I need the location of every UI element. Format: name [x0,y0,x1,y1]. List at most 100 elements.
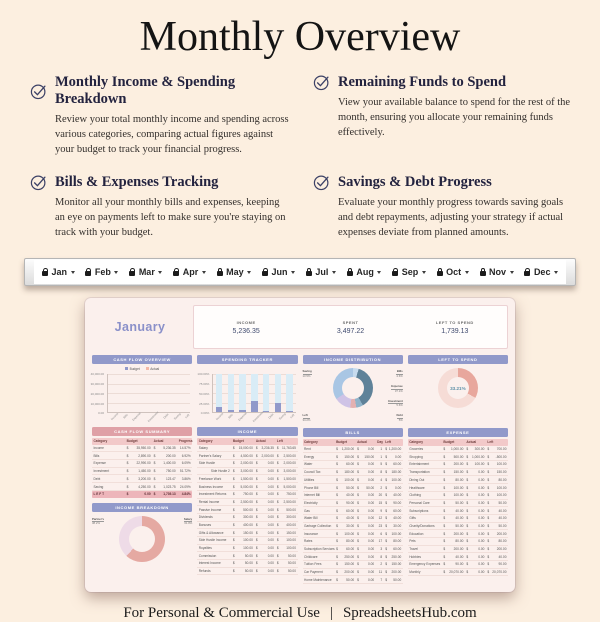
table-cell: $100.00 [335,476,356,483]
lock-icon [436,267,443,277]
month-tab-aug[interactable]: Aug [346,267,382,277]
currency-symbol: $ [466,485,469,490]
month-tab-jan[interactable]: Jan [42,267,75,277]
donut-label-value: 13.5% [302,373,311,378]
chevron-down-icon [553,270,558,274]
table-cell: $0.00 [465,484,486,491]
table-cell: $150.00 [335,453,356,460]
currency-symbol: $ [255,530,258,535]
table-row: Council Tax $180.00 $0.00 8 $180.00 [302,469,403,477]
kpi-label: LEFT TO SPEND [435,319,474,325]
table-row: Rates $80.00 $0.00 17 $80.00 [302,538,403,546]
currency-symbol: $ [466,523,469,528]
amount: 4,500.00 [240,453,253,458]
table-row: Freelance Work $1,500.00 $0.00 $1,500.00 [197,475,298,484]
month-tab-apr[interactable]: Apr [173,267,206,277]
amount: 300.00 [474,447,485,452]
table-cell: $200.00 [152,452,177,459]
month-tab-nov[interactable]: Nov [479,267,514,277]
table-cell: $123.47 [152,475,177,482]
table-cell: Investment Returns [198,492,227,497]
amount: 200.00 [496,547,507,551]
amount: 0.00 [478,508,485,513]
table-cell: $200.00 [486,546,508,553]
y-axis-tick: 30,000.00 [90,382,104,387]
table-cell: $0.00 [465,553,486,560]
amount: 50.00 [244,553,253,558]
month-tab-jul[interactable]: Jul [305,267,336,277]
month-tab-may[interactable]: May [216,267,252,277]
table-cell: $100.00 [275,537,297,544]
currency-symbol: $ [232,515,235,520]
amount: 35,950.00 [136,446,151,451]
table-cell: Car Payment [304,570,323,575]
table-cell: 6 [380,531,383,536]
month-tab-mar[interactable]: Mar [129,267,163,277]
kpi-value: 3,497.22 [336,328,365,336]
feature-header: Remaining Funds to Spend [313,74,572,91]
currency-symbol: $ [336,523,338,528]
currency-symbol: $ [126,484,129,489]
callouts-right: Salary 61.8% [174,517,193,572]
table-column-headers: Category Budget Actual Left [197,437,298,445]
month-tab-jun[interactable]: Jun [262,267,296,277]
table-row: Entertainment $200.00 $100.00 $100.00 [407,461,508,469]
table-row: Investment Returns $750.00 $0.00 $750.00 [197,491,298,499]
amount: 1,023.75 [163,484,176,489]
table-cell: Electricity [304,500,318,505]
kpi-spent: SPENT 3,497.22 [298,306,402,348]
amount: 80.00 [346,539,355,544]
lock-icon [305,267,312,277]
amount: 150.00 [496,470,507,475]
dashboard-columns: CASH FLOW OVERVIEW Budget Actual 40,000.00 3… [90,355,508,585]
currency-symbol: $ [336,562,338,567]
tracker-track-bills [227,374,235,413]
currency-symbol: $ [276,561,279,566]
x-axis: Income Bills Expense Investment Debt Saving Le… [107,411,190,424]
table-row: Investment $1,450.00 $750.00 51.72% [92,468,193,476]
table-cell: Monthly [409,570,421,575]
table-cell: Garbage Collection [304,523,332,528]
amount: 50.00 [366,485,375,490]
table-cell: $0.00 [356,553,376,560]
currency-symbol: $ [255,515,258,520]
month-tab-oct[interactable]: Oct [436,267,469,277]
currency-symbol: $ [487,547,490,551]
table-cell: $35,950.00 [125,445,152,452]
cash-flow-chart: Budget Actual 40,000.00 30,000.00 20,000.00 1… [90,367,192,424]
amount: 0.00 [267,538,274,543]
dashboard-header-row: January INCOME 5,236.35 SPENT 3,497.22 LEFT … [92,305,508,350]
amount: 0.00 [478,493,485,498]
table-bills: BILLS Category Budget Actual Day Left Rent $1,2… [302,428,403,585]
table-cell: $0.00 [254,475,275,482]
currency-symbol: $ [443,477,446,482]
month-tab-sep[interactable]: Sep [392,267,426,277]
currency-symbol: $ [126,446,129,451]
table-row: Phone Bill $50.00 $50.00 2 $0.00 [302,484,403,492]
amount: 0.00 [144,492,151,497]
month-tab-dec[interactable]: Dec [524,267,558,277]
amount: 40.00 [498,554,507,559]
amount: 80.00 [498,539,507,544]
amount: 0.00 [395,454,402,459]
amount: 180.00 [391,470,402,475]
kpi-value: 5,236.35 [232,328,260,336]
amount: 1,500.00 [283,476,296,481]
table-cell: 6.92% [181,453,191,458]
currency-symbol: $ [336,570,338,575]
amount: 60.00 [346,462,355,467]
month-tab-feb[interactable]: Feb [85,267,119,277]
lock-icon [524,267,531,277]
table-cell: $180.00 [384,469,403,476]
table-cell: $200.00 [442,461,465,468]
kpi-value: 1,739.13 [441,328,469,336]
table-row: Garbage Collection $30.00 $0.00 23 $30.00 [302,523,403,531]
footer-site-link[interactable]: SpreadsheetsHub.com [342,605,477,622]
table-cell: $3,000.00 [231,468,254,475]
table-row: Internet Bill $40.00 $0.00 20 $40.00 [302,492,403,500]
amount: 30.00 [346,523,355,528]
amount: 200.00 [165,453,176,458]
y-axis-tick: 40,000.00 [90,372,104,377]
currency-symbol: $ [466,547,469,551]
table-cell: $50.00 [486,500,508,507]
